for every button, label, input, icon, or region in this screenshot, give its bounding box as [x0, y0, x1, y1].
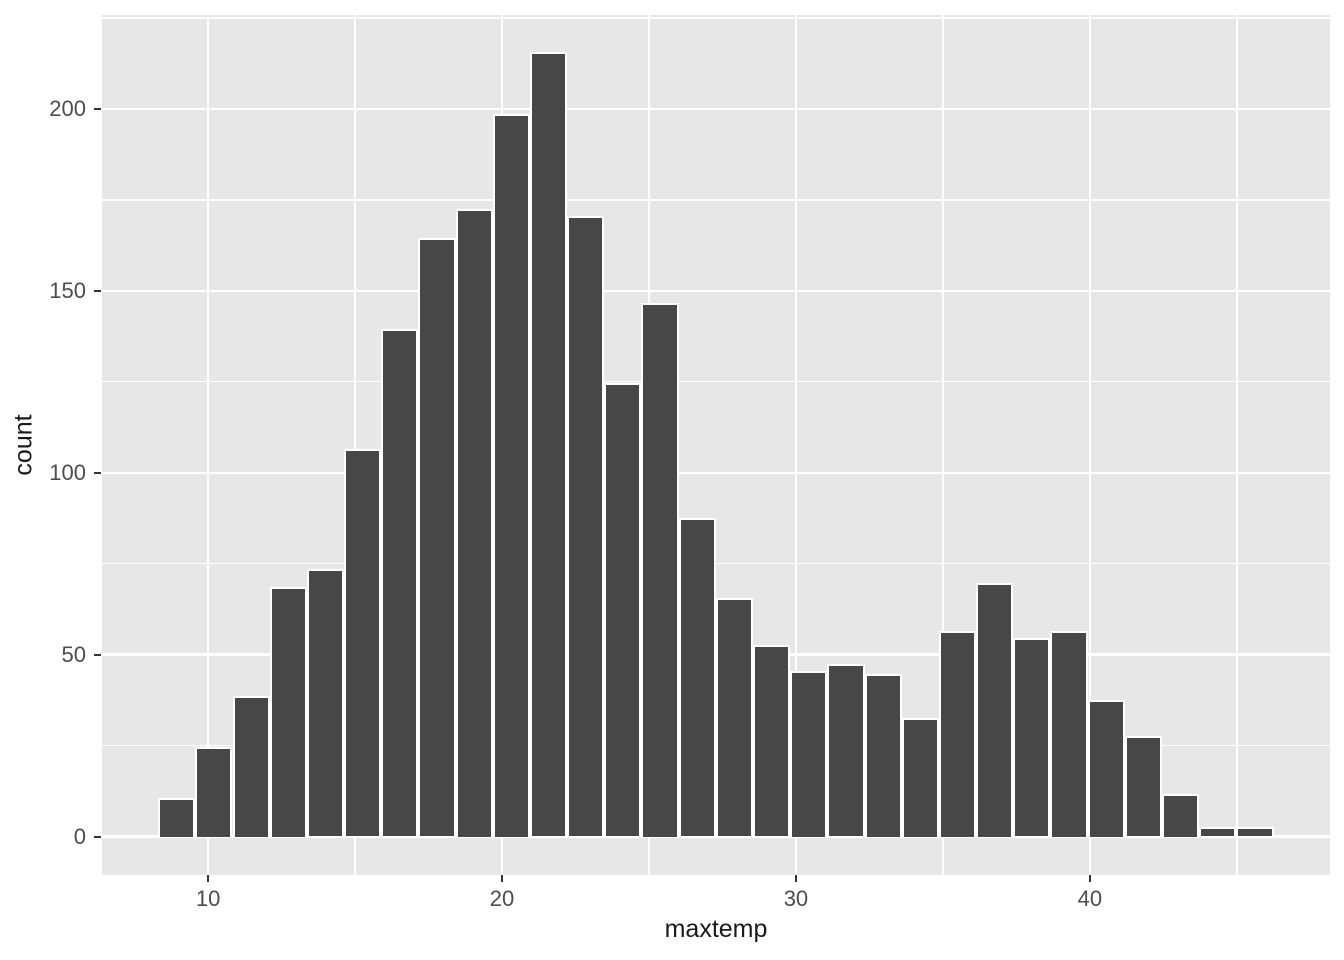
- y-tick-mark: [94, 653, 101, 656]
- y-major-gridline: [102, 471, 1330, 474]
- y-tick-label: 50: [61, 641, 86, 667]
- x-minor-gridline: [942, 15, 944, 875]
- y-tick-mark: [94, 289, 101, 292]
- histogram-bar: [567, 216, 605, 837]
- histogram-bar: [1199, 827, 1237, 837]
- histogram-bar: [1236, 827, 1274, 837]
- histogram-bar: [1124, 736, 1162, 837]
- histogram-bar: [1087, 699, 1125, 837]
- histogram-bar: [529, 52, 568, 837]
- y-minor-gridline: [102, 562, 1330, 565]
- y-major-gridline: [102, 835, 1330, 838]
- histogram-bar: [715, 598, 754, 837]
- x-minor-gridline: [1236, 15, 1238, 875]
- x-minor-gridline: [354, 15, 356, 875]
- histogram-bar: [269, 587, 307, 837]
- x-tick-label: 30: [783, 886, 809, 911]
- x-axis-title: maxtemp: [664, 915, 768, 943]
- histogram-bar: [232, 696, 270, 837]
- x-tick-mark: [501, 875, 504, 882]
- x-tick-label: 20: [489, 886, 515, 911]
- y-minor-gridline: [102, 380, 1330, 383]
- x-major-gridline: [794, 15, 798, 875]
- x-tick-label: 10: [195, 886, 221, 911]
- histogram-bar: [901, 718, 939, 837]
- histogram-bar: [1162, 794, 1200, 837]
- x-tick-mark: [1088, 875, 1091, 882]
- histogram-bar: [381, 328, 419, 837]
- histogram-bar: [604, 383, 642, 837]
- histogram-bar: [976, 583, 1014, 837]
- y-minor-gridline: [102, 17, 1330, 19]
- histogram-bar: [418, 237, 456, 837]
- histogram-bar: [938, 630, 977, 837]
- x-tick-label: 40: [1077, 886, 1103, 911]
- histogram-bar: [455, 208, 493, 837]
- histogram-bar: [195, 747, 233, 837]
- y-major-gridline: [102, 107, 1330, 110]
- y-tick-label: 150: [49, 277, 86, 303]
- y-axis-title: count: [9, 414, 38, 476]
- histogram-bar: [1013, 638, 1051, 837]
- y-tick-label: 0: [73, 823, 86, 849]
- y-tick-label: 100: [49, 459, 86, 485]
- histogram-bar: [641, 303, 679, 837]
- x-tick-mark: [794, 875, 797, 882]
- histogram-bar: [158, 798, 196, 837]
- histogram-bar: [790, 670, 828, 837]
- y-tick-mark: [94, 835, 101, 838]
- x-tick-mark: [207, 875, 210, 882]
- x-major-gridline: [207, 15, 210, 875]
- y-minor-gridline: [102, 199, 1330, 201]
- histogram-bar: [1050, 630, 1088, 837]
- histogram-bar: [306, 568, 345, 837]
- y-tick-mark: [94, 107, 101, 110]
- histogram-bar: [864, 674, 902, 837]
- plot-panel: [102, 15, 1330, 875]
- y-major-gridline: [102, 289, 1330, 292]
- histogram-bar: [492, 114, 530, 837]
- y-tick-label: 200: [49, 95, 86, 121]
- histogram-bar: [827, 663, 865, 837]
- histogram-bar: [753, 645, 791, 837]
- histogram-bar: [344, 448, 382, 837]
- x-major-gridline: [1088, 15, 1091, 875]
- y-tick-mark: [94, 471, 101, 474]
- histogram-bar: [678, 517, 716, 837]
